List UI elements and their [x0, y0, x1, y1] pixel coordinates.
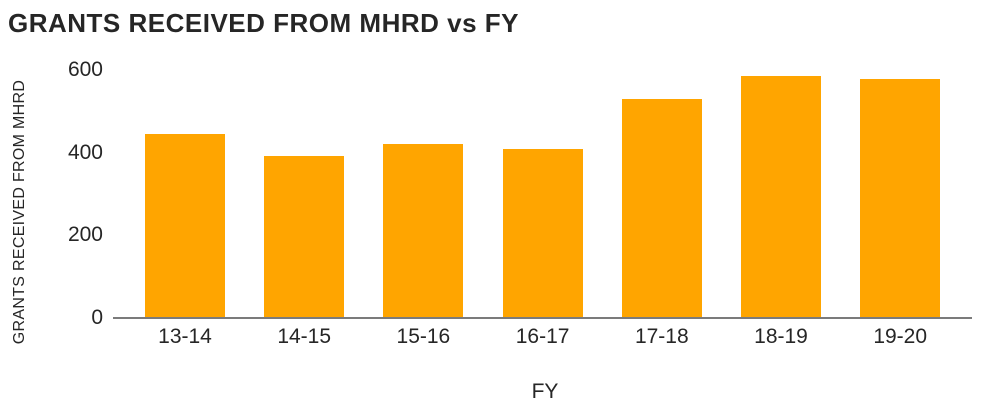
x-tick-label-17-18: 17-18 — [634, 325, 689, 348]
bar-15-16 — [383, 143, 464, 318]
bar-13-14 — [145, 134, 225, 318]
x-tick-label-16-17: 16-17 — [515, 325, 570, 348]
bar-16-17 — [502, 149, 583, 318]
bar-18-19 — [741, 76, 821, 318]
y-axis-title-text: GRANTS RECEIVED FROM MHRD — [11, 79, 28, 345]
plot-area — [113, 70, 972, 318]
x-axis-title-text: FY — [531, 380, 559, 403]
y-tick-label-0: 0 — [91, 306, 103, 329]
bar-14-15 — [264, 155, 345, 318]
x-tick-label-19-20: 19-20 — [873, 325, 928, 348]
bar-19-20 — [860, 79, 941, 318]
bar-17-18 — [621, 99, 702, 318]
y-tick-label-600: 600 — [67, 58, 103, 81]
chart-title: GRANTS RECEIVED FROM MHRD vs FY — [8, 8, 519, 38]
x-tick-label-18-19: 18-19 — [754, 325, 808, 348]
x-tick-label-15-16: 15-16 — [396, 325, 451, 348]
y-tick-label-400: 400 — [67, 140, 103, 164]
x-axis-line — [113, 317, 972, 319]
x-axis-title: FY — [532, 380, 559, 404]
y-tick-label-200: 200 — [67, 223, 103, 247]
x-tick-label-13-14: 13-14 — [158, 325, 212, 348]
x-tick-label-14-15: 14-15 — [277, 325, 332, 348]
